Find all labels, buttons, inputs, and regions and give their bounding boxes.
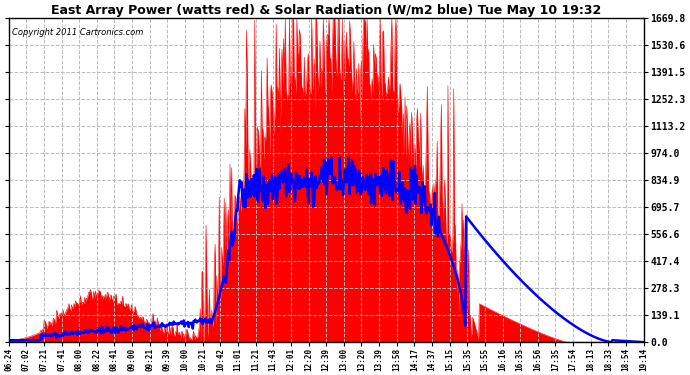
Title: East Array Power (watts red) & Solar Radiation (W/m2 blue) Tue May 10 19:32: East Array Power (watts red) & Solar Rad… — [51, 4, 601, 17]
Text: Copyright 2011 Cartronics.com: Copyright 2011 Cartronics.com — [12, 28, 144, 37]
